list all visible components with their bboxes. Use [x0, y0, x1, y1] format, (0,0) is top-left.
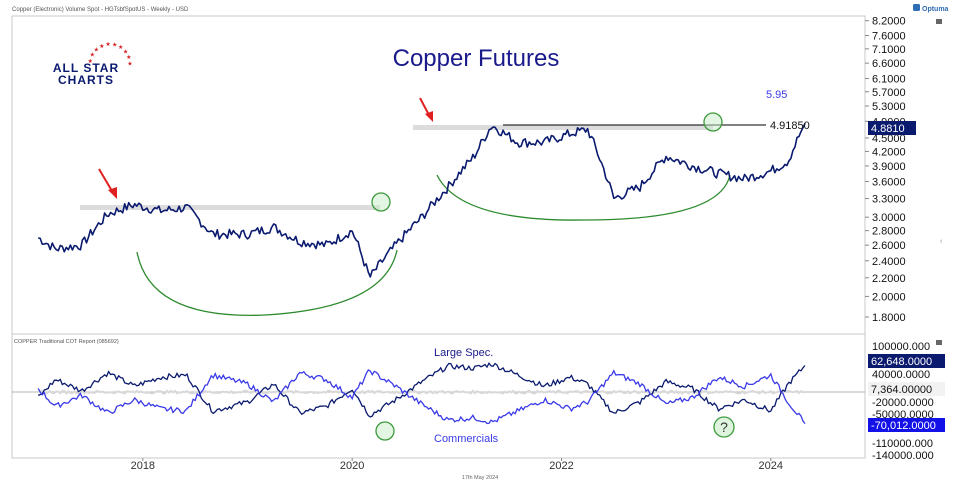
logo-star-icon: ★ [99, 43, 104, 50]
logo-star-icon: ★ [105, 41, 110, 48]
price-tick-label: 1.8000 [872, 312, 906, 324]
current-price-value: 4.8810 [871, 123, 905, 135]
x-tick-label: 2018 [131, 460, 155, 472]
base-arc-2019 [136, 249, 398, 316]
red-arrow-2018 [98, 168, 117, 199]
commercials-low-circle [375, 421, 395, 441]
lock-icon-cot[interactable] [936, 340, 942, 345]
large-spec-tag [868, 354, 945, 368]
logo-star-icon: ★ [112, 42, 117, 49]
price-tick-label: 7.6000 [872, 31, 906, 43]
cot-panel-title: COPPER Traditional COT Report (085692) [14, 339, 119, 345]
price-tick-label: 2.6000 [872, 240, 906, 252]
commercials-value: -70,012.0000 [871, 420, 936, 432]
resistance-band-2018 [80, 205, 380, 210]
breakout-circle-2020 [371, 192, 391, 212]
large-spec-label: Large Spec. [434, 347, 493, 359]
price-tick-label: 5.7000 [872, 87, 906, 99]
price-tick-label: 2.4000 [872, 256, 906, 268]
x-tick-label: 2020 [340, 460, 364, 472]
price-tick-label: 6.1000 [872, 74, 906, 86]
x-tick-label: 2024 [759, 460, 783, 472]
price-tick-label: 3.0000 [872, 212, 906, 224]
large-spec-line [37, 361, 806, 418]
price-tick-label: 3.3000 [872, 194, 906, 206]
price-tick-label: 3.9000 [872, 161, 906, 173]
logo-star-icon: ★ [118, 44, 123, 51]
price-tick-label: 4.2000 [872, 146, 906, 158]
cot-tick-label: 40000.0000 [872, 369, 930, 381]
price-tick-label: 8.2000 [872, 16, 906, 28]
commercials-label: Commercials [434, 433, 499, 445]
price-tick-label: 3.6000 [872, 177, 906, 189]
logo-star-icon: ★ [123, 48, 128, 55]
price-tick-label: 5.3000 [872, 101, 906, 113]
all-star-charts-logo: ★★★★ ★ ★ ★★★★ ALL STAR CHARTS [53, 41, 133, 87]
price-tick-label: 2.8000 [872, 226, 906, 238]
resistance-value-label: 4.91850 [770, 120, 810, 132]
copper-price-line [38, 123, 806, 278]
scroll-handle-icon[interactable]: ‹ [940, 238, 943, 245]
logo-star-icon: ★ [127, 61, 132, 68]
annotation-value-label: 5.95 [766, 89, 787, 101]
logo-line1: ALL STAR [53, 61, 119, 75]
price-tick-label: 4.5000 [872, 133, 906, 145]
question-circle [713, 416, 735, 438]
logo-star-icon: ★ [88, 58, 93, 65]
breakout-circle-2024 [703, 112, 723, 132]
commercials-line [37, 369, 806, 425]
current-price-tag [868, 121, 916, 135]
cot-average-line [37, 389, 805, 395]
logo-star-icon: ★ [126, 54, 131, 61]
resistance-band-2021 [413, 125, 713, 130]
price-tick-label: 6.6000 [872, 58, 906, 70]
optuma-icon [913, 4, 920, 11]
x-tick-label: 2022 [549, 460, 573, 472]
price-tick-label: 2.2000 [872, 273, 906, 285]
chart-title: Copper Futures [393, 45, 560, 72]
mid-value-tag [868, 382, 945, 396]
lock-icon-top[interactable] [936, 19, 942, 24]
cot-tick-label: 100000.000 [872, 341, 930, 353]
large-spec-value: 62,648.0000 [871, 356, 932, 368]
brand-label: Optuma [922, 6, 949, 13]
price-tick-label: 7.1000 [872, 44, 906, 56]
logo-star-icon: ★ [90, 52, 95, 59]
base-arc-2022 [436, 174, 731, 221]
red-arrow-2021 [419, 97, 433, 122]
mid-value: 7,364.00000 [871, 384, 932, 396]
cot-tick-label: -20000.0000 [872, 397, 934, 409]
instrument-label: Copper (Electronic) Volume Spot - HGTsbf… [12, 7, 189, 13]
cot-tick-label: -140000.000 [872, 450, 934, 462]
cot-tick-label: -110000.000 [872, 438, 933, 450]
commercials-tag [868, 418, 945, 432]
footer-date: 17th May 2024 [462, 475, 498, 481]
logo-star-icon: ★ [94, 46, 99, 53]
logo-line2: CHARTS [58, 73, 114, 87]
price-tick-label: 2.0000 [872, 291, 906, 303]
logo-stars: ★★★★ ★ ★ ★★★★ [88, 41, 133, 68]
question-mark: ? [720, 419, 728, 435]
x-axis: 2018 2020 2022 2024 [131, 458, 783, 472]
